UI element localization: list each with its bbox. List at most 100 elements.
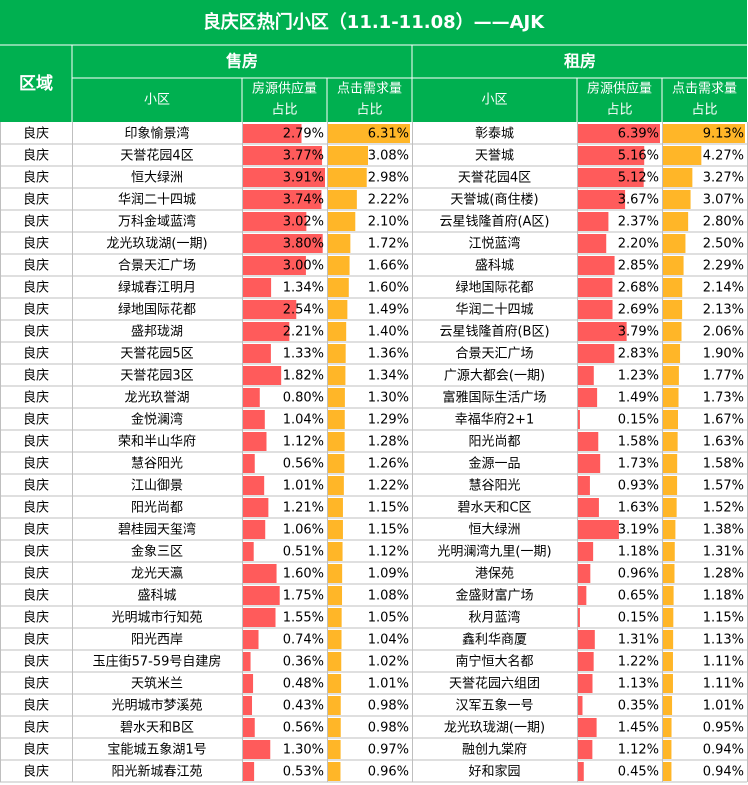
community-cell: 金悦澜湾 (131, 412, 183, 428)
data-bar (663, 454, 678, 473)
header-bg (0, 45, 747, 122)
percent-cell: 9.13% (703, 127, 744, 142)
data-bar (578, 388, 598, 407)
percent-cell: 3.08% (368, 149, 409, 164)
community-cell: 宝能城五象湖1号 (107, 743, 206, 758)
percent-cell: 2.50% (703, 237, 744, 252)
data-bar (243, 366, 282, 385)
percent-cell: 0.98% (368, 699, 409, 714)
community-cell: 荣和半山华府 (118, 435, 196, 450)
percent-cell: 2.80% (703, 215, 744, 230)
community-cell: 碧水天和C区 (457, 501, 531, 516)
demand-header: 占比 (691, 103, 717, 118)
percent-cell: 2.85% (618, 259, 659, 274)
region-cell: 良庆 (23, 610, 49, 626)
community-cell: 富雅国际生活广场 (442, 390, 546, 406)
percent-cell: 3.07% (703, 193, 744, 208)
data-bar (663, 674, 673, 693)
region-cell: 良庆 (23, 280, 49, 296)
data-bar (663, 256, 684, 275)
data-bar (243, 124, 302, 143)
data-bar (578, 410, 580, 429)
data-bar (243, 762, 255, 781)
supply-header: 房源供应量 (252, 81, 317, 97)
data-bar (663, 630, 674, 649)
community-cell: 华润二十四城 (118, 193, 196, 208)
percent-cell: 2.68% (618, 281, 659, 296)
sale-header: 售房 (226, 52, 258, 71)
community-cell: 天誉花园六组团 (449, 676, 540, 692)
data-bar (328, 124, 410, 143)
community-cell: 幸福华府2+1 (455, 413, 534, 428)
community-cell: 阳光西岸 (131, 633, 183, 648)
community-cell: 恒大绿洲 (468, 523, 520, 538)
demand-header: 占比 (356, 103, 382, 118)
percent-cell: 1.52% (703, 501, 744, 516)
percent-cell: 3.91% (283, 171, 324, 186)
percent-cell: 0.95% (703, 721, 744, 736)
percent-cell: 1.49% (618, 391, 659, 406)
percent-cell: 0.94% (703, 765, 744, 780)
community-cell: 龙光玖珑湖(一期) (444, 720, 545, 736)
percent-cell: 1.05% (368, 611, 409, 626)
data-bar (328, 718, 341, 737)
data-bar (328, 762, 341, 781)
data-bar (243, 278, 272, 297)
percent-cell: 3.80% (283, 237, 324, 252)
percent-cell: 2.06% (703, 325, 744, 340)
data-bar (663, 190, 691, 209)
region-cell: 良庆 (23, 456, 49, 472)
data-bar (578, 652, 594, 671)
community-header: 小区 (144, 93, 170, 108)
data-bar (578, 168, 644, 187)
region-cell: 良庆 (23, 522, 49, 538)
percent-cell: 1.06% (283, 523, 324, 538)
data-bar (328, 498, 343, 517)
percent-cell: 1.55% (283, 611, 324, 626)
data-bar (243, 542, 254, 561)
percent-cell: 2.54% (283, 303, 324, 318)
data-bar (578, 278, 613, 297)
percent-cell: 1.13% (703, 633, 744, 648)
data-bar (243, 674, 254, 693)
community-cell: 光明城市梦溪苑 (111, 698, 202, 714)
percent-cell: 1.22% (618, 655, 659, 670)
region-cell: 良庆 (23, 588, 49, 604)
data-bar (578, 564, 591, 583)
percent-cell: 1.22% (368, 479, 409, 494)
data-bar (243, 454, 255, 473)
community-cell: 云星钱隆首府(B区) (439, 325, 549, 340)
data-bar (243, 212, 307, 231)
percent-cell: 3.79% (618, 325, 659, 340)
region-cell: 良庆 (23, 148, 49, 164)
data-bar (578, 608, 580, 627)
percent-cell: 0.65% (618, 589, 659, 604)
percent-cell: 1.15% (368, 501, 409, 516)
region-cell: 良庆 (23, 170, 49, 186)
data-bar (328, 278, 349, 297)
percent-cell: 0.51% (283, 545, 324, 560)
percent-cell: 1.63% (618, 501, 659, 516)
community-cell: 碧桂园天玺湾 (118, 522, 196, 538)
percent-cell: 1.77% (703, 369, 744, 384)
percent-cell: 1.01% (283, 479, 324, 494)
data-bar (328, 674, 342, 693)
community-cell: 慧谷阳光 (468, 478, 520, 494)
percent-cell: 1.90% (703, 347, 744, 362)
region-cell: 良庆 (23, 192, 49, 208)
percent-cell: 0.56% (283, 457, 324, 472)
community-cell: 金盛财富广场 (455, 588, 533, 604)
rent-header: 租房 (564, 52, 596, 71)
data-bar (328, 652, 342, 671)
data-bar (663, 366, 679, 385)
data-bar (328, 168, 367, 187)
data-bar (578, 432, 599, 451)
community-cell: 印象愉景湾 (124, 126, 189, 142)
data-bar (243, 740, 271, 759)
data-bar (578, 476, 590, 495)
percent-cell: 0.80% (283, 391, 324, 406)
data-bar (243, 344, 271, 363)
percent-cell: 1.33% (283, 347, 324, 362)
percent-cell: 3.67% (618, 193, 659, 208)
